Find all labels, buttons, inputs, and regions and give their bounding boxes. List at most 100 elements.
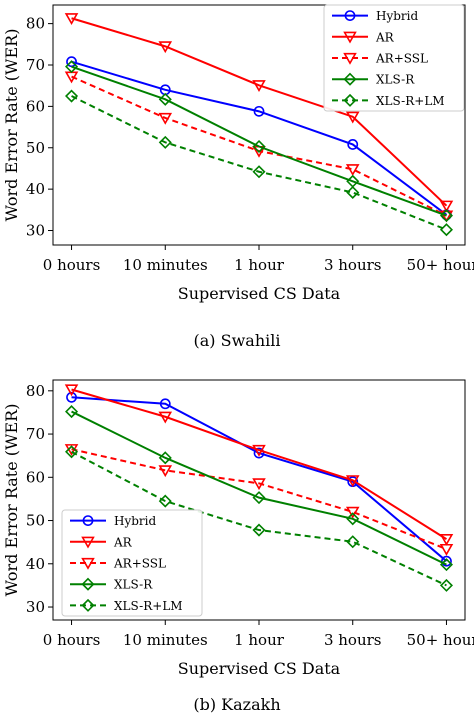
y-tick-label: 50 xyxy=(26,512,45,530)
data-point xyxy=(439,200,454,213)
data-point xyxy=(252,139,266,154)
series-line xyxy=(71,388,447,540)
data-point xyxy=(158,41,173,54)
data-point xyxy=(345,111,360,124)
y-tick-label: 30 xyxy=(26,598,45,616)
y-tick-label: 80 xyxy=(26,382,45,400)
x-tick-label: 0 hours xyxy=(43,256,101,274)
legend-box xyxy=(61,509,203,617)
x-tick-label: 1 hour xyxy=(234,256,285,274)
data-point xyxy=(65,405,79,419)
x-axis-label: Supervised CS Data xyxy=(178,659,341,678)
x-tick-label: 3 hours xyxy=(324,256,382,274)
legend-marker xyxy=(344,10,356,21)
series-line xyxy=(71,410,447,566)
data-point xyxy=(252,80,266,93)
x-tick-label: 10 minutes xyxy=(123,631,208,649)
series-line xyxy=(71,450,447,587)
legend-label: AR+SSL xyxy=(375,52,428,66)
data-point xyxy=(252,444,266,457)
legend: Hybrid AR AR+SSL XLS-R XLS-R+LM xyxy=(323,4,465,112)
y-axis-label: Word Error Rate (WER) xyxy=(2,29,21,222)
legend-marker xyxy=(81,536,95,549)
data-point xyxy=(252,478,266,491)
data-point xyxy=(253,447,265,459)
series-xls-r xyxy=(65,405,453,572)
legend-marker xyxy=(82,515,94,526)
data-point xyxy=(158,135,172,149)
data-point xyxy=(347,139,359,150)
series-ar xyxy=(64,13,454,213)
figure-caption: (a) Swahili xyxy=(194,331,281,350)
data-point xyxy=(65,60,79,74)
data-point xyxy=(345,164,360,177)
series-line xyxy=(71,65,447,217)
series-line xyxy=(71,396,448,562)
data-point xyxy=(65,89,79,103)
data-point xyxy=(439,543,454,556)
data-point xyxy=(66,391,77,403)
legend-label: AR+SSL xyxy=(113,557,166,571)
data-point xyxy=(345,506,360,519)
y-tick-label: 80 xyxy=(26,15,45,33)
legend-label: XLS-R+LM xyxy=(114,599,183,613)
data-point xyxy=(346,512,360,526)
y-tick-label: 30 xyxy=(26,222,45,240)
data-point xyxy=(64,384,79,397)
x-tick-label: 50+ hours xyxy=(407,631,474,649)
data-point xyxy=(439,558,453,572)
legend-label: AR xyxy=(113,535,133,549)
legend-label: Hybrid xyxy=(114,514,157,528)
y-tick-label: 40 xyxy=(26,180,45,198)
data-point xyxy=(252,165,266,179)
legend: Hybrid AR AR+SSL XLS-R XLS-R+LM xyxy=(61,509,203,617)
series-line xyxy=(71,17,448,207)
figure-caption: (b) Kazakh xyxy=(193,695,280,714)
x-tick-label: 3 hours xyxy=(324,631,382,649)
y-tick-label: 50 xyxy=(26,139,45,157)
data-point xyxy=(158,465,173,478)
y-axis-label: Word Error Rate (WER) xyxy=(2,404,21,597)
series-line xyxy=(71,60,448,216)
legend-marker xyxy=(81,598,95,612)
data-point xyxy=(439,578,453,592)
data-point xyxy=(158,112,173,125)
data-point xyxy=(65,445,79,459)
y-tick-label: 70 xyxy=(26,56,45,74)
data-point xyxy=(158,451,172,465)
data-point xyxy=(158,494,172,508)
legend-marker xyxy=(343,72,357,86)
legend-marker xyxy=(343,93,357,107)
y-tick-label: 70 xyxy=(26,425,45,443)
y-tick-label: 60 xyxy=(26,468,45,486)
legend-label: XLS-R xyxy=(376,73,415,87)
x-tick-label: 1 hour xyxy=(234,631,285,649)
data-point xyxy=(439,534,454,546)
legend-box xyxy=(323,4,465,112)
x-tick-label: 10 minutes xyxy=(123,256,208,274)
x-tick-label: 50+ hours xyxy=(407,256,474,274)
data-point xyxy=(441,555,452,567)
legend-marker xyxy=(343,52,357,65)
legend-marker xyxy=(343,31,357,44)
data-point xyxy=(252,523,266,537)
data-point xyxy=(346,535,360,549)
data-point xyxy=(439,223,453,237)
data-point xyxy=(64,13,79,25)
y-tick-label: 60 xyxy=(26,97,45,115)
legend-label: XLS-R xyxy=(114,578,153,592)
y-tick-label: 40 xyxy=(26,555,45,573)
x-tick-label: 0 hours xyxy=(43,631,101,649)
legend-label: AR xyxy=(375,30,395,44)
data-point xyxy=(345,475,360,488)
data-point xyxy=(159,398,171,410)
series-line xyxy=(71,448,447,551)
series-xls-r-lm xyxy=(65,89,453,237)
legend-label: XLS-R+LM xyxy=(376,94,445,108)
legend-label: Hybrid xyxy=(376,9,419,23)
data-point xyxy=(66,56,77,68)
legend-marker xyxy=(81,557,95,570)
legend-marker xyxy=(81,577,95,591)
data-point xyxy=(252,491,266,505)
series-hybrid xyxy=(66,56,452,221)
